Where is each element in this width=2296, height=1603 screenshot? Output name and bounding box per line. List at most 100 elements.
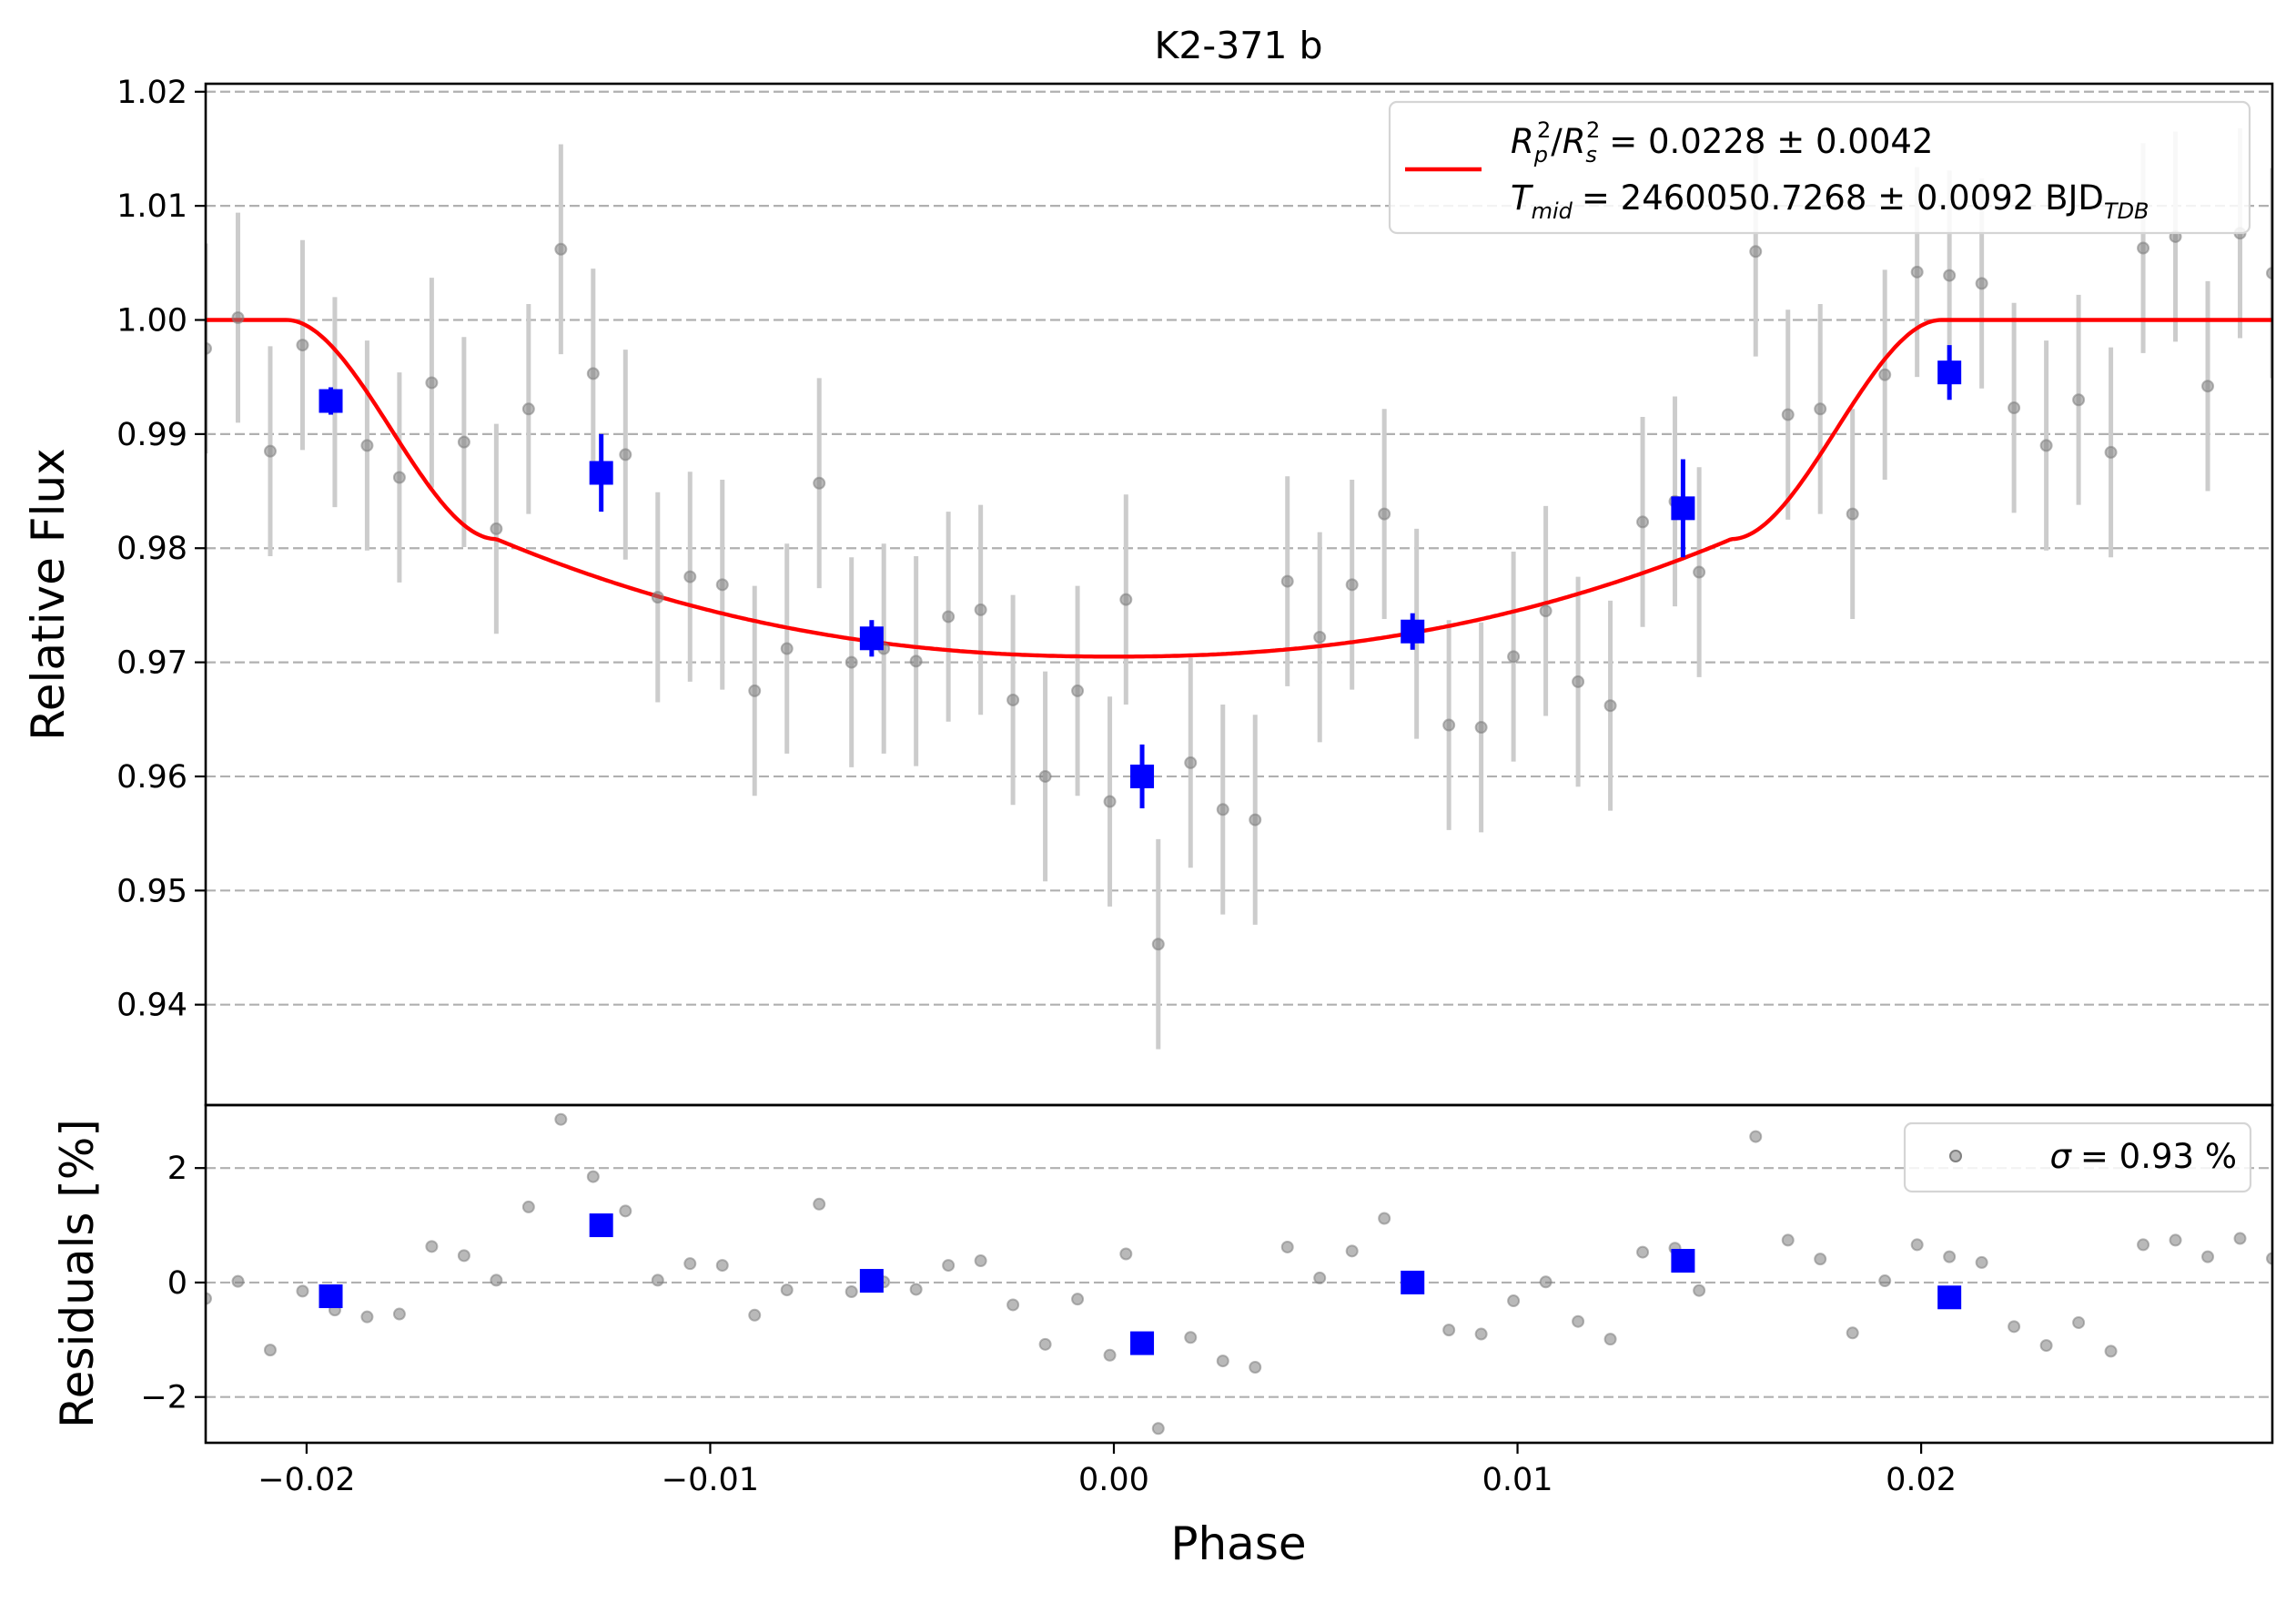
raw-point bbox=[1151, 938, 1165, 951]
raw-point bbox=[942, 610, 956, 624]
raw-point bbox=[360, 439, 374, 452]
x-tick-label: −0.01 bbox=[662, 1462, 759, 1498]
y-tick-label: 1.00 bbox=[116, 303, 187, 340]
residual-point bbox=[1975, 1255, 1988, 1269]
raw-point bbox=[1539, 604, 1553, 618]
binned-point bbox=[1671, 496, 1695, 521]
raw-point bbox=[1878, 368, 1892, 381]
top-y-axis: 0.94 0.95 0.96 0.97 0.98 0.99 1.00 1.01 1.02 bbox=[116, 75, 206, 1024]
residual-point bbox=[1943, 1250, 1957, 1263]
raw-point bbox=[1507, 650, 1521, 664]
binned-point bbox=[589, 461, 613, 485]
raw-point bbox=[1442, 718, 1456, 732]
residual-point bbox=[1103, 1348, 1117, 1362]
residual-point bbox=[554, 1112, 568, 1126]
legend-tmid-value: = 2460050.7268 ± 0.0092 BJD bbox=[1582, 178, 2104, 218]
residual-point bbox=[263, 1344, 277, 1357]
raw-point bbox=[1693, 565, 1706, 579]
residual-binned-point bbox=[859, 1269, 884, 1294]
residual-point bbox=[1313, 1271, 1327, 1284]
raw-point bbox=[1943, 269, 1957, 282]
bottom-y-axis-title: Residuals [%] bbox=[51, 1119, 104, 1428]
residual-point bbox=[457, 1249, 470, 1263]
residual-point bbox=[909, 1283, 923, 1296]
y-tick-label: 0.99 bbox=[116, 417, 187, 453]
binned-point bbox=[859, 626, 884, 651]
top-panel-grid bbox=[206, 90, 2272, 1006]
raw-point bbox=[1975, 277, 1988, 290]
raw-point bbox=[1603, 699, 1617, 713]
raw-point bbox=[651, 591, 664, 604]
residual-point bbox=[845, 1284, 858, 1298]
x-axis: −0.02 −0.01 0.00 0.01 0.02 bbox=[258, 1443, 1957, 1498]
raw-point bbox=[206, 341, 212, 355]
top-legend: Rp2/Rs2 = 0.0228 ± 0.0042 Tmid = 2460050.7… bbox=[1388, 100, 2251, 235]
raw-point bbox=[1781, 408, 1795, 421]
raw-point bbox=[1572, 675, 1585, 688]
raw-point bbox=[1474, 721, 1488, 735]
residual-binned-point bbox=[319, 1284, 343, 1309]
residual-point bbox=[1151, 1422, 1165, 1436]
residual-point bbox=[586, 1170, 600, 1183]
binned-point bbox=[1401, 619, 1425, 644]
residual-point bbox=[1846, 1326, 1859, 1340]
residual-point bbox=[425, 1240, 439, 1253]
raw-point bbox=[1814, 402, 1827, 416]
residual-point bbox=[521, 1200, 535, 1213]
residual-point bbox=[1184, 1331, 1198, 1344]
bottom-panel-frame bbox=[204, 1103, 2274, 1445]
raw-point bbox=[1345, 578, 1359, 592]
residual-point bbox=[2104, 1344, 2118, 1358]
legend-sigma-value: = 0.93 % bbox=[2080, 1137, 2237, 1176]
raw-point bbox=[1038, 769, 1052, 783]
raw-point bbox=[2039, 439, 2053, 452]
residual-point bbox=[1071, 1293, 1085, 1306]
x-tick-label: −0.02 bbox=[258, 1462, 355, 1498]
chart-title: K2-371 b bbox=[1154, 24, 1322, 67]
raw-point bbox=[2201, 380, 2215, 393]
y-tick-label: 0.94 bbox=[116, 988, 187, 1024]
raw-point bbox=[1846, 507, 1859, 521]
residual-point bbox=[683, 1257, 697, 1271]
legend-rp-rs: Rp2/Rs2 = 0.0228 ± 0.0042 bbox=[1511, 117, 1933, 167]
raw-point bbox=[780, 642, 794, 655]
residual-point bbox=[1539, 1275, 1553, 1289]
raw-point bbox=[1280, 574, 1294, 588]
residual-point bbox=[2072, 1315, 2086, 1329]
raw-point bbox=[748, 684, 762, 697]
raw-point bbox=[2137, 241, 2150, 255]
raw-point bbox=[1184, 756, 1198, 769]
legend-rp-rs-value: = 0.0228 ± 0.0042 bbox=[1609, 122, 1933, 161]
residual-point bbox=[813, 1197, 826, 1211]
raw-point bbox=[586, 367, 600, 380]
binned-point bbox=[1937, 360, 1962, 385]
raw-point bbox=[490, 522, 503, 535]
residual-point bbox=[1119, 1247, 1133, 1261]
raw-point bbox=[1749, 245, 1763, 259]
residual-binned-point bbox=[1671, 1249, 1695, 1273]
residual-point bbox=[1814, 1253, 1827, 1266]
raw-point bbox=[974, 603, 987, 616]
legend-sigma: σ = 0.93 % bbox=[2049, 1137, 2237, 1176]
residual-point bbox=[392, 1307, 406, 1321]
residual-point bbox=[2266, 1252, 2272, 1265]
residual-point bbox=[2008, 1320, 2021, 1334]
residual-point bbox=[1603, 1333, 1617, 1346]
raw-point bbox=[1006, 693, 1020, 706]
residual-point bbox=[651, 1273, 664, 1287]
bottom-legend-box bbox=[1903, 1121, 2252, 1193]
y-tick-label: 0.95 bbox=[116, 873, 187, 909]
residual-binned-point bbox=[1937, 1285, 1962, 1310]
residual-point bbox=[1442, 1324, 1456, 1337]
residual-point bbox=[1345, 1244, 1359, 1258]
legend-tmid: Tmid = 2460050.7268 ± 0.0092 BJDTDB bbox=[1511, 178, 2149, 224]
raw-point bbox=[425, 376, 439, 390]
y-tick-label: 0.98 bbox=[116, 531, 187, 567]
y-tick-label: 0 bbox=[167, 1265, 187, 1302]
residual-point bbox=[748, 1308, 762, 1322]
residual-point bbox=[296, 1284, 309, 1298]
binned-point bbox=[319, 389, 343, 413]
residual-point bbox=[1378, 1212, 1391, 1225]
residual-raw-points bbox=[206, 1112, 2272, 1436]
